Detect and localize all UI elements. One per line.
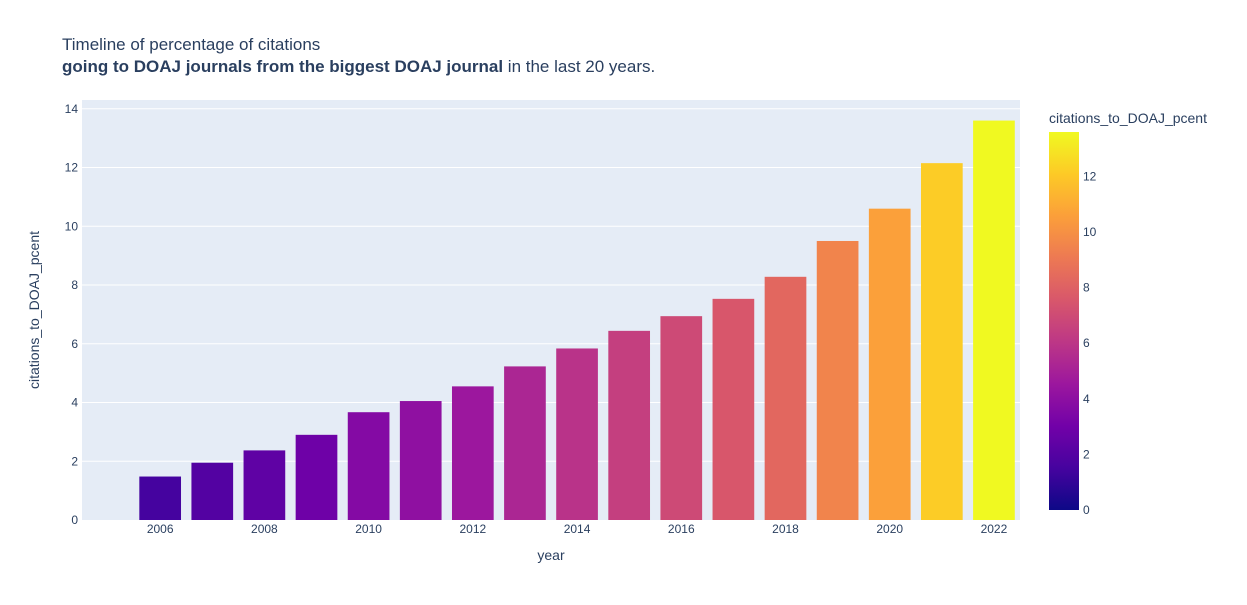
colorbar-tick-label: 10 <box>1083 225 1097 239</box>
bar-2018 <box>764 276 807 520</box>
bar-2014 <box>556 348 598 520</box>
y-tick-label: 2 <box>71 454 78 468</box>
y-tick-label: 6 <box>71 337 78 351</box>
y-axis-tick-labels: 0 2 4 6 8 10 12 14 <box>65 102 79 527</box>
bar-2006 <box>139 476 182 520</box>
bar-2022 <box>973 120 1015 520</box>
y-tick-label: 4 <box>71 396 78 410</box>
bar-2012 <box>451 386 494 520</box>
x-tick-label: 2022 <box>981 522 1008 536</box>
x-tick-label: 2010 <box>355 522 382 536</box>
y-tick-label: 8 <box>71 278 78 292</box>
y-tick-label: 10 <box>65 219 79 233</box>
bar-2015 <box>608 330 651 520</box>
x-tick-label: 2020 <box>876 522 903 536</box>
bar-2021 <box>920 163 963 520</box>
bar-2010 <box>347 412 390 520</box>
colorbar-tick-label: 4 <box>1083 392 1090 406</box>
bar-2011 <box>399 401 442 520</box>
bar-2016 <box>660 316 703 520</box>
chart-title-line-2: going to DOAJ journals from the biggest … <box>62 57 655 76</box>
colorbar-tick-label: 2 <box>1083 447 1090 461</box>
x-tick-label: 2018 <box>772 522 799 536</box>
x-tick-label: 2012 <box>459 522 486 536</box>
bar-2009 <box>295 434 338 520</box>
bar-2020 <box>868 208 911 520</box>
plot-area <box>82 100 1020 520</box>
bar-2008 <box>243 450 286 520</box>
y-tick-label: 14 <box>65 102 79 116</box>
x-tick-label: 2008 <box>251 522 278 536</box>
x-tick-label: 2006 <box>147 522 174 536</box>
colorbar-tick-label: 0 <box>1083 503 1090 517</box>
colorbar-title: citations_to_DOAJ_pcent <box>1049 110 1207 126</box>
chart-title-line-1: Timeline of percentage of citations <box>62 35 320 54</box>
x-axis-title: year <box>537 547 565 563</box>
y-axis-title: citations_to_DOAJ_pcent <box>26 231 42 389</box>
y-gridlines <box>82 108 1020 462</box>
y-tick-label: 0 <box>71 513 78 527</box>
y-tick-label: 12 <box>65 161 79 175</box>
x-axis-tick-labels: 2006 2008 2010 2012 2014 2016 2018 2020 2022 <box>147 522 1008 536</box>
x-tick-label: 2016 <box>668 522 695 536</box>
bar-2019 <box>816 240 859 521</box>
bar-2013 <box>504 366 546 520</box>
colorbar-tick-labels: 0 2 4 6 8 10 12 <box>1083 169 1097 517</box>
colorbar <box>1049 132 1079 510</box>
x-tick-label: 2014 <box>564 522 591 536</box>
colorbar-tick-label: 6 <box>1083 336 1090 350</box>
bars <box>139 120 1015 521</box>
chart-title-bold-part: going to DOAJ journals from the biggest … <box>62 57 503 76</box>
bar-2017 <box>712 298 755 520</box>
colorbar-tick-label: 12 <box>1083 169 1097 183</box>
colorbar-tick-label: 8 <box>1083 281 1090 295</box>
chart-title-rest-part: in the last 20 years. <box>503 57 655 76</box>
bar-2007 <box>191 462 234 520</box>
